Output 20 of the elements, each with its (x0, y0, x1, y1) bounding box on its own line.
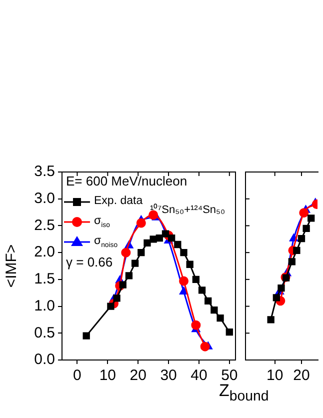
y-tick-label: 3.5 (34, 163, 55, 180)
x-tick-label: 30 (160, 367, 177, 384)
y-tick-label: 2.0 (34, 244, 55, 261)
y-tick-label: 1.5 (34, 270, 55, 288)
legend-label: Exp. data (94, 195, 144, 208)
y-tick-label: 2.5 (34, 216, 55, 234)
y-axis-title: <IMF> (3, 244, 20, 288)
x-tick-label: 10 (99, 367, 116, 384)
annotation: γ = 0.66 (66, 254, 113, 270)
annotation: ¹⁰⁷Sn₅₀+¹²⁴Sn₅₀ (150, 203, 226, 216)
x-tick-label: 0 (73, 367, 82, 384)
y-tick-label: 0.0 (34, 351, 55, 368)
x-tick-label: 40 (190, 367, 208, 384)
y-tick-label: 0.5 (34, 324, 55, 342)
y-tick-label: 1.0 (34, 297, 55, 314)
x-tick-label: 20 (293, 367, 310, 384)
annotation: E= 600 MeV/nucleon (66, 174, 188, 189)
x-tick-label: 20 (130, 367, 146, 384)
y-tick-label: 3.0 (34, 190, 55, 207)
x-tick-label: 10 (266, 367, 284, 384)
